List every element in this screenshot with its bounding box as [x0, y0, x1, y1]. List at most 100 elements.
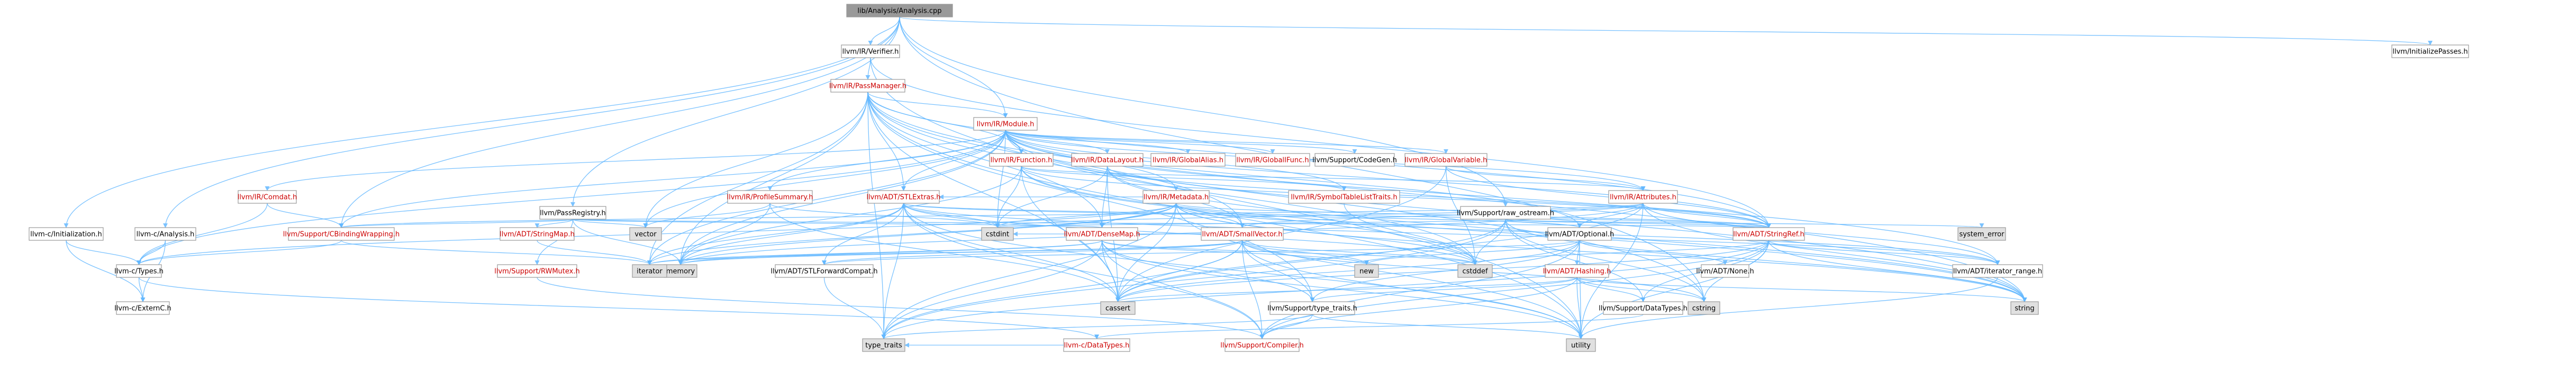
edge-stlforward-to-typetraits	[823, 277, 886, 339]
dependency-edges	[64, 16, 2433, 348]
edge-smallvector-to-typetraitsh	[1241, 240, 1315, 302]
node-cbinding[interactable]: llvm/Support/CBindingWrapping.h	[283, 227, 400, 241]
node-stlextras[interactable]: llvm/ADT/STLExtras.h	[866, 190, 941, 204]
node-function[interactable]: llvm/IR/Function.h	[989, 153, 1054, 167]
node-profilesummary-label: llvm/IR/ProfileSummary.h	[727, 194, 813, 202]
node-smallvector[interactable]: llvm/ADT/SmallVector.h	[1201, 227, 1284, 241]
node-rawostream-label: llvm/Support/raw_ostream.h	[1457, 210, 1554, 218]
node-utility: utility	[1566, 338, 1596, 352]
edge-metadata-to-memory	[678, 203, 1177, 265]
edge-root-to-verifier	[868, 16, 900, 46]
node-typetraits: type_traits	[862, 338, 905, 352]
node-profilesummary[interactable]: llvm/IR/ProfileSummary.h	[727, 190, 813, 204]
edge-iterrange-to-utility	[1579, 277, 1998, 339]
edge-globalvariable-to-stringref	[1445, 166, 1771, 228]
node-globalvariable[interactable]: llvm/IR/GlobalVariable.h	[1404, 153, 1487, 167]
node-symtablelist[interactable]: llvm/IR/SymbolTableListTraits.h	[1288, 190, 1400, 204]
node-stringmap[interactable]: llvm/ADT/StringMap.h	[500, 227, 575, 241]
node-codegen-box	[1314, 153, 1395, 167]
node-rwmutex[interactable]: llvm/Support/RWMutex.h	[494, 264, 580, 278]
node-passregistry-box	[539, 206, 606, 220]
node-globalvariable-label: llvm/IR/GlobalVariable.h	[1405, 157, 1487, 165]
node-initpasses-label: llvm/InitializePasses.h	[2392, 48, 2468, 56]
edge-module-to-codegen	[1005, 130, 1357, 154]
node-cbinding-label: llvm/Support/CBindingWrapping.h	[283, 231, 400, 239]
edge-stringmap-to-iterator	[537, 240, 652, 265]
edge-passregistry-to-memory	[572, 219, 683, 265]
edge-passmanager-to-densemap	[867, 92, 1105, 228]
edge-passregistry-to-vector	[572, 219, 648, 228]
edge-root-to-cinit	[64, 16, 900, 228]
node-compiler[interactable]: llvm/Support/Compiler.h	[1220, 338, 1304, 352]
edge-smallvector-to-compiler	[1241, 240, 1265, 339]
node-globalalias[interactable]: llvm/IR/GlobalAlias.h	[1150, 153, 1226, 167]
node-metadata[interactable]: llvm/IR/Metadata.h	[1142, 190, 1210, 204]
node-globalifunc[interactable]: llvm/IR/GlobalIFunc.h	[1235, 153, 1310, 167]
edge-stringref-to-iterrange	[1768, 240, 2000, 265]
edge-verifier-to-stringref	[870, 57, 1771, 228]
node-densemap[interactable]: llvm/ADT/DenseMap.h	[1064, 227, 1140, 241]
node-optional[interactable]: llvm/ADT/Optional.h	[1545, 227, 1614, 241]
edge-globalvariable-to-attributes	[1445, 166, 1646, 191]
node-passmanager[interactable]: llvm/IR/PassManager.h	[829, 79, 906, 93]
node-iterrange[interactable]: llvm/ADT/iterator_range.h	[1952, 264, 2043, 278]
node-comdat[interactable]: llvm/IR/Comdat.h	[238, 190, 297, 204]
node-stlforward-label: llvm/ADT/STLForwardCompat.h	[770, 268, 877, 276]
node-cdatatypes[interactable]: llvm-c/DataTypes.h	[1063, 338, 1130, 352]
node-none[interactable]: llvm/ADT/None.h	[1696, 264, 1754, 278]
edge-hashing-to-datatypesh	[1576, 277, 1646, 302]
node-canalysis[interactable]: llvm-c/Analysis.h	[134, 227, 196, 241]
edge-cinit-to-ctypes	[66, 240, 142, 265]
node-cdatatypes-label: llvm-c/DataTypes.h	[1064, 342, 1130, 350]
edge-rawostream-to-typetraits	[881, 219, 1506, 339]
edge-stringref-to-utility	[1578, 240, 1770, 339]
edge-passmanager-to-typetraits	[867, 92, 886, 339]
edge-datalayout-to-stringref	[1106, 166, 1771, 228]
node-typetraits-label: type_traits	[865, 342, 902, 350]
node-none-label: llvm/ADT/None.h	[1696, 268, 1754, 276]
edge-smallvector-to-utility	[1241, 240, 1583, 339]
node-stlforward[interactable]: llvm/ADT/STLForwardCompat.h	[770, 264, 878, 278]
node-hashing[interactable]: llvm/ADT/Hashing.h	[1543, 264, 1611, 278]
node-typetraitsh[interactable]: llvm/Support/type_traits.h	[1267, 301, 1357, 315]
node-symtablelist-box	[1288, 190, 1400, 204]
node-verifier[interactable]: llvm/IR/Verifier.h	[841, 44, 900, 58]
node-initpasses[interactable]: llvm/InitializePasses.h	[2391, 44, 2469, 58]
node-stringref-box	[1733, 227, 1805, 241]
node-attributes[interactable]: llvm/IR/Attributes.h	[1608, 190, 1678, 204]
node-stlextras-box	[867, 190, 940, 204]
node-rawostream-box	[1460, 206, 1551, 220]
edge-rawostream-to-cstddef	[1472, 219, 1506, 265]
node-stringref[interactable]: llvm/ADT/StringRef.h	[1733, 227, 1805, 241]
node-codegen[interactable]: llvm/Support/CodeGen.h	[1312, 153, 1397, 167]
node-string-label: string	[2015, 305, 2034, 313]
node-cexternc[interactable]: llvm-c/ExternC.h	[114, 301, 171, 315]
node-iterrange-box	[1952, 264, 2043, 278]
node-ctypes[interactable]: llvm-c/Types.h	[114, 264, 164, 278]
edge-passregistry-to-cbinding	[339, 219, 574, 228]
node-stlforward-box	[775, 264, 874, 278]
edge-rawostream-to-datatypesh	[1505, 219, 1646, 302]
node-cstring-box	[1688, 301, 1720, 315]
edge-metadata-to-cstdint	[995, 203, 1177, 228]
node-iterrange-label: llvm/ADT/iterator_range.h	[1953, 268, 2042, 276]
edge-stringref-to-typetraits	[881, 240, 1770, 339]
edge-attributes-to-cbinding	[339, 203, 1644, 228]
node-datatypesh[interactable]: llvm/Support/DataTypes.h	[1599, 301, 1688, 315]
edge-smallvector-to-cstddef	[1241, 240, 1477, 265]
node-root[interactable]: lib/Analysis/Analysis.cpp	[846, 4, 953, 17]
node-verifier-label: llvm/IR/Verifier.h	[842, 48, 899, 56]
node-profilesummary-box	[727, 190, 813, 204]
node-cstdint-box	[981, 227, 1014, 241]
edge-stringref-to-stlextras	[901, 203, 1770, 228]
node-hashing-box	[1545, 264, 1609, 278]
node-passregistry[interactable]: llvm/PassRegistry.h	[539, 206, 606, 220]
node-passmanager-label: llvm/IR/PassManager.h	[829, 83, 906, 91]
node-cinit[interactable]: llvm-c/Initialization.h	[29, 227, 104, 241]
edge-smallvector-to-stlforward	[822, 240, 1243, 265]
node-rawostream[interactable]: llvm/Support/raw_ostream.h	[1457, 206, 1554, 220]
node-canalysis-label: llvm-c/Analysis.h	[137, 231, 195, 239]
node-stringmap-label: llvm/ADT/StringMap.h	[500, 231, 575, 239]
node-datalayout[interactable]: llvm/IR/DataLayout.h	[1071, 153, 1144, 167]
node-module[interactable]: llvm/IR/Module.h	[973, 117, 1038, 131]
